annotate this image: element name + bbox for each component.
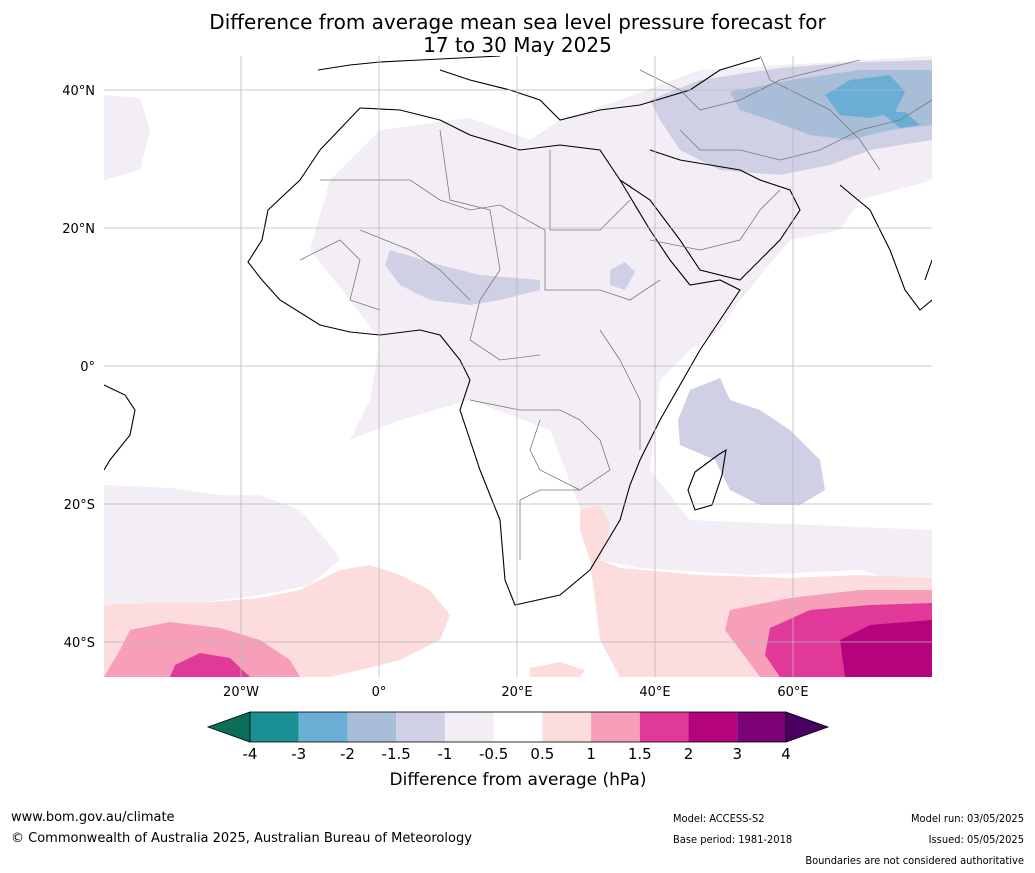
colorbar-bin — [737, 712, 786, 742]
colorbar-label: Difference from average (hPa) — [390, 770, 647, 790]
colorbar-tick-label: 0.5 — [530, 745, 554, 763]
colorbar-tick-label: -2 — [340, 745, 355, 763]
map-panel: 40°N 20°N 0° 20°S 40°S 20°W 0° 20°E 40°E… — [62, 56, 932, 700]
lat-label: 0° — [80, 360, 95, 375]
footer-issued: Issued: 05/05/2025 — [928, 833, 1024, 846]
lon-label: 20°E — [501, 685, 532, 700]
chart-title-line-2: 17 to 30 May 2025 — [423, 33, 612, 57]
colorbar-bin — [396, 712, 445, 742]
anomaly-field — [104, 56, 932, 677]
colorbar-bin — [493, 712, 543, 742]
lat-label: 40°S — [64, 636, 95, 651]
coastline-madagascar — [687, 448, 727, 511]
anomaly-region-pos-1-west — [104, 622, 300, 677]
anomaly-region-pos-0-5-small — [530, 662, 585, 677]
colorbar-bin — [444, 712, 494, 742]
footer-model-run: Model run: 03/05/2025 — [911, 812, 1024, 825]
footer-model: Model: ACCESS-S2 — [673, 812, 765, 825]
colorbar-tick-label: 4 — [781, 745, 791, 763]
latitude-labels: 40°N 20°N 0° 20°S 40°S — [62, 84, 95, 651]
colorbar-bin — [250, 712, 299, 742]
anomaly-region-neg-weak-main — [310, 56, 932, 590]
colorbar: -4 -3 -2 -1.5 -1 -0.5 0.5 1 1.5 2 3 4 Difference fr… — [206, 711, 830, 790]
footer-base-period: Base period: 1981-2018 — [673, 833, 793, 846]
coastline-south-america — [104, 384, 136, 471]
footer-copyright: © Commonwealth of Australia 2025, Austra… — [11, 831, 472, 846]
colorbar-extend-low — [206, 711, 251, 743]
longitude-labels: 20°W 0° 20°E 40°E 60°E — [223, 685, 809, 700]
colorbar-bin — [639, 712, 689, 742]
anomaly-region-neg-1 — [385, 250, 540, 305]
lat-label: 20°S — [64, 498, 95, 513]
colorbar-tick-label: 3 — [732, 745, 742, 763]
footer-disclaimer: Boundaries are not considered authoritat… — [805, 854, 1024, 867]
colorbar-bin — [542, 712, 592, 742]
colorbar-tick-label: -1.5 — [382, 745, 411, 763]
colorbar-bin — [591, 712, 640, 742]
colorbar-ticks: -4 -3 -2 -1.5 -1 -0.5 0.5 1 1.5 2 3 4 — [243, 745, 791, 763]
colorbar-tick-label: 1.5 — [628, 745, 652, 763]
coastline-europe — [317, 56, 761, 121]
anomaly-region-neg-2 — [825, 75, 905, 118]
colorbar-tick-label: -0.5 — [479, 745, 508, 763]
chart-title-line-1: Difference from average mean sea level p… — [209, 10, 826, 34]
colorbar-tick-label: -3 — [291, 745, 306, 763]
anomaly-region-neg-1-c — [678, 378, 825, 505]
coastline-africa — [247, 107, 741, 606]
lon-label: 0° — [372, 685, 387, 700]
colorbar-bin — [298, 712, 348, 742]
coastline-arabia — [619, 149, 801, 281]
footer-url: www.bom.gov.au/climate — [11, 810, 175, 825]
colorbar-tick-label: 2 — [684, 745, 694, 763]
country-borders — [299, 56, 932, 560]
lon-label: 40°E — [639, 685, 670, 700]
colorbar-extend-high — [785, 711, 830, 743]
colorbar-tick-label: 1 — [586, 745, 596, 763]
colorbar-tick-label: -4 — [243, 745, 258, 763]
lat-label: 40°N — [62, 84, 95, 99]
map-gridlines — [104, 56, 932, 677]
anomaly-region-neg-weak-north — [104, 95, 150, 180]
colorbar-tick-label: -1 — [437, 745, 452, 763]
anomaly-region-pos-2-east — [840, 620, 932, 677]
lon-label: 60°E — [777, 685, 808, 700]
colorbar-bin — [688, 712, 738, 742]
lat-label: 20°N — [62, 222, 95, 237]
anomaly-region-pos-1-5-west — [170, 653, 250, 677]
anomaly-region-neg-1-b — [610, 262, 635, 290]
colorbar-bin — [347, 712, 397, 742]
coastline-south-asia — [839, 184, 932, 311]
lon-label: 20°W — [223, 685, 259, 700]
anomaly-region-neg-weak-southwest — [104, 485, 340, 606]
colorbar-bins — [249, 711, 787, 743]
